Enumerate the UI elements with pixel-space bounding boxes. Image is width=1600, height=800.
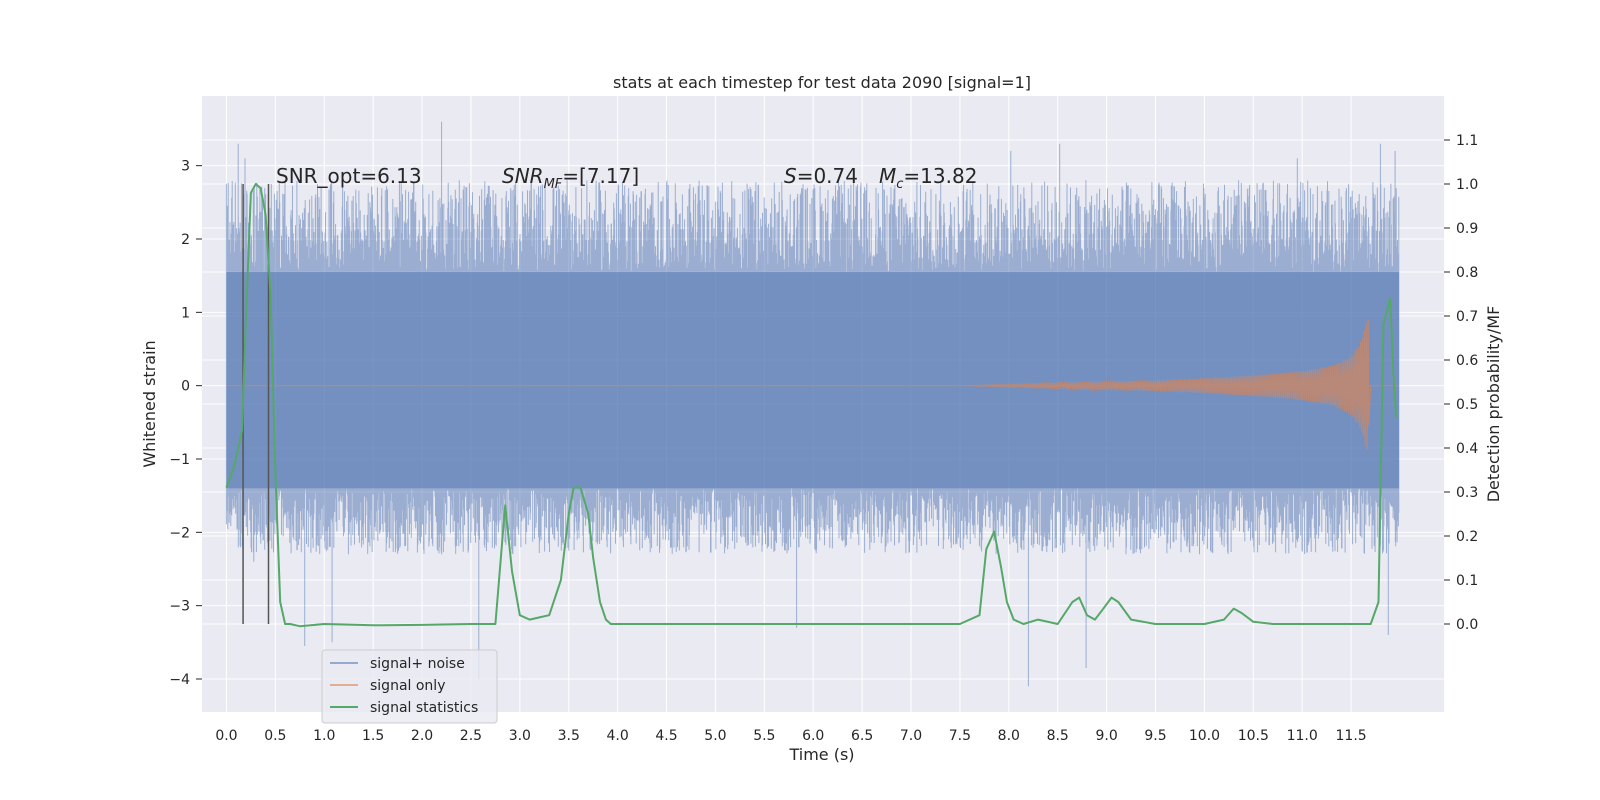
annotation-mc: Mc=13.82 xyxy=(879,164,977,192)
x-tick-label: 8.5 xyxy=(1047,728,1069,744)
x-tick-label: 2.5 xyxy=(460,728,482,744)
y2-axis-ticks: 1.1 1.0 0.9 0.8 0.7 0.6 0.5 0.4 0.3 0.2 0.1 0.0 xyxy=(1444,133,1478,633)
y2-tick-label: 0.9 xyxy=(1456,221,1478,237)
x-axis-ticks: 0.0 0.5 1.0 1.5 2.0 2.5 3.0 3.5 4.0 4.5 5.0 5.5 6.0 6… xyxy=(215,728,1366,744)
y-tick-label: −4 xyxy=(169,672,190,688)
y-tick-label: 1 xyxy=(181,305,190,321)
x-tick-label: 0.0 xyxy=(215,728,237,744)
y-axis-label: Whitened strain xyxy=(140,340,159,467)
x-axis-label: Time (s) xyxy=(788,745,854,764)
y-tick-label: −2 xyxy=(169,525,190,541)
y2-tick-label: 0.3 xyxy=(1456,485,1478,501)
y-tick-label: 2 xyxy=(181,232,190,248)
legend: signal+ noise signal only signal statist… xyxy=(321,649,498,724)
mc-subscript: c xyxy=(896,177,903,192)
x-tick-label: 1.5 xyxy=(362,728,384,744)
x-tick-label: 8.0 xyxy=(998,728,1020,744)
x-tick-label: 6.5 xyxy=(851,728,873,744)
x-tick-label: 10.0 xyxy=(1189,728,1220,744)
x-tick-label: 11.5 xyxy=(1336,728,1367,744)
chart-title: stats at each timestep for test data 209… xyxy=(613,73,1031,92)
signal-only-series xyxy=(226,319,1399,451)
y-tick-label: 0 xyxy=(181,379,190,395)
mc-value: =13.82 xyxy=(903,164,977,188)
annotation-s: S=0.74 xyxy=(784,164,858,188)
x-tick-label: 10.5 xyxy=(1238,728,1269,744)
annotation-snr-opt: SNR_opt=6.13 xyxy=(276,164,422,188)
x-tick-label: 3.5 xyxy=(558,728,580,744)
mc-label: M xyxy=(879,164,896,188)
legend-box xyxy=(321,649,498,724)
signal-statistics-trace xyxy=(225,183,1398,628)
s-value: =0.74 xyxy=(797,164,858,188)
snr-mf-value: =[7.17] xyxy=(562,164,639,188)
x-tick-label: 0.5 xyxy=(264,728,286,744)
x-tick-label: 1.0 xyxy=(313,728,335,744)
x-tick-label: 9.5 xyxy=(1144,728,1166,744)
y2-tick-label: 0.0 xyxy=(1456,617,1478,633)
y2-tick-label: 1.0 xyxy=(1456,177,1478,193)
x-tick-label: 4.5 xyxy=(655,728,677,744)
legend-label-signal: signal only xyxy=(370,678,445,694)
y2-tick-label: 0.5 xyxy=(1456,397,1478,413)
y2-tick-label: 0.4 xyxy=(1456,441,1478,457)
annotation-snr-mf: SNRMF=[7.17] xyxy=(502,164,639,192)
signal-statistics-series xyxy=(225,183,1398,628)
y-axis-ticks: 3 2 1 0 −1 −2 −3 −4 xyxy=(169,159,202,688)
y2-tick-label: 0.6 xyxy=(1456,353,1478,369)
snr-mf-label: SNR xyxy=(502,164,544,188)
y2-tick-label: 1.1 xyxy=(1456,133,1478,149)
x-tick-label: 5.0 xyxy=(704,728,726,744)
snr-mf-subscript: MF xyxy=(544,177,563,192)
y-tick-label: 3 xyxy=(181,159,190,175)
y2-tick-label: 0.7 xyxy=(1456,309,1478,325)
s-label: S xyxy=(784,164,797,188)
y2-tick-label: 0.2 xyxy=(1456,529,1478,545)
y-tick-label: −1 xyxy=(169,452,190,468)
x-tick-label: 7.0 xyxy=(900,728,922,744)
y-tick-label: −3 xyxy=(169,599,190,615)
y2-tick-label: 0.8 xyxy=(1456,265,1478,281)
x-tick-label: 9.0 xyxy=(1095,728,1117,744)
x-tick-label: 2.0 xyxy=(411,728,433,744)
x-tick-label: 7.5 xyxy=(949,728,971,744)
signal-only-trace xyxy=(226,319,1399,451)
x-tick-label: 5.5 xyxy=(753,728,775,744)
legend-label-noise: signal+ noise xyxy=(370,656,465,672)
y2-axis-label: Detection probability/MF xyxy=(1484,306,1503,503)
x-tick-label: 3.0 xyxy=(509,728,531,744)
x-tick-label: 11.0 xyxy=(1287,728,1318,744)
x-tick-label: 6.0 xyxy=(802,728,824,744)
y2-tick-label: 0.1 xyxy=(1456,573,1478,589)
legend-label-stats: signal statistics xyxy=(370,700,478,716)
x-tick-label: 4.0 xyxy=(606,728,628,744)
